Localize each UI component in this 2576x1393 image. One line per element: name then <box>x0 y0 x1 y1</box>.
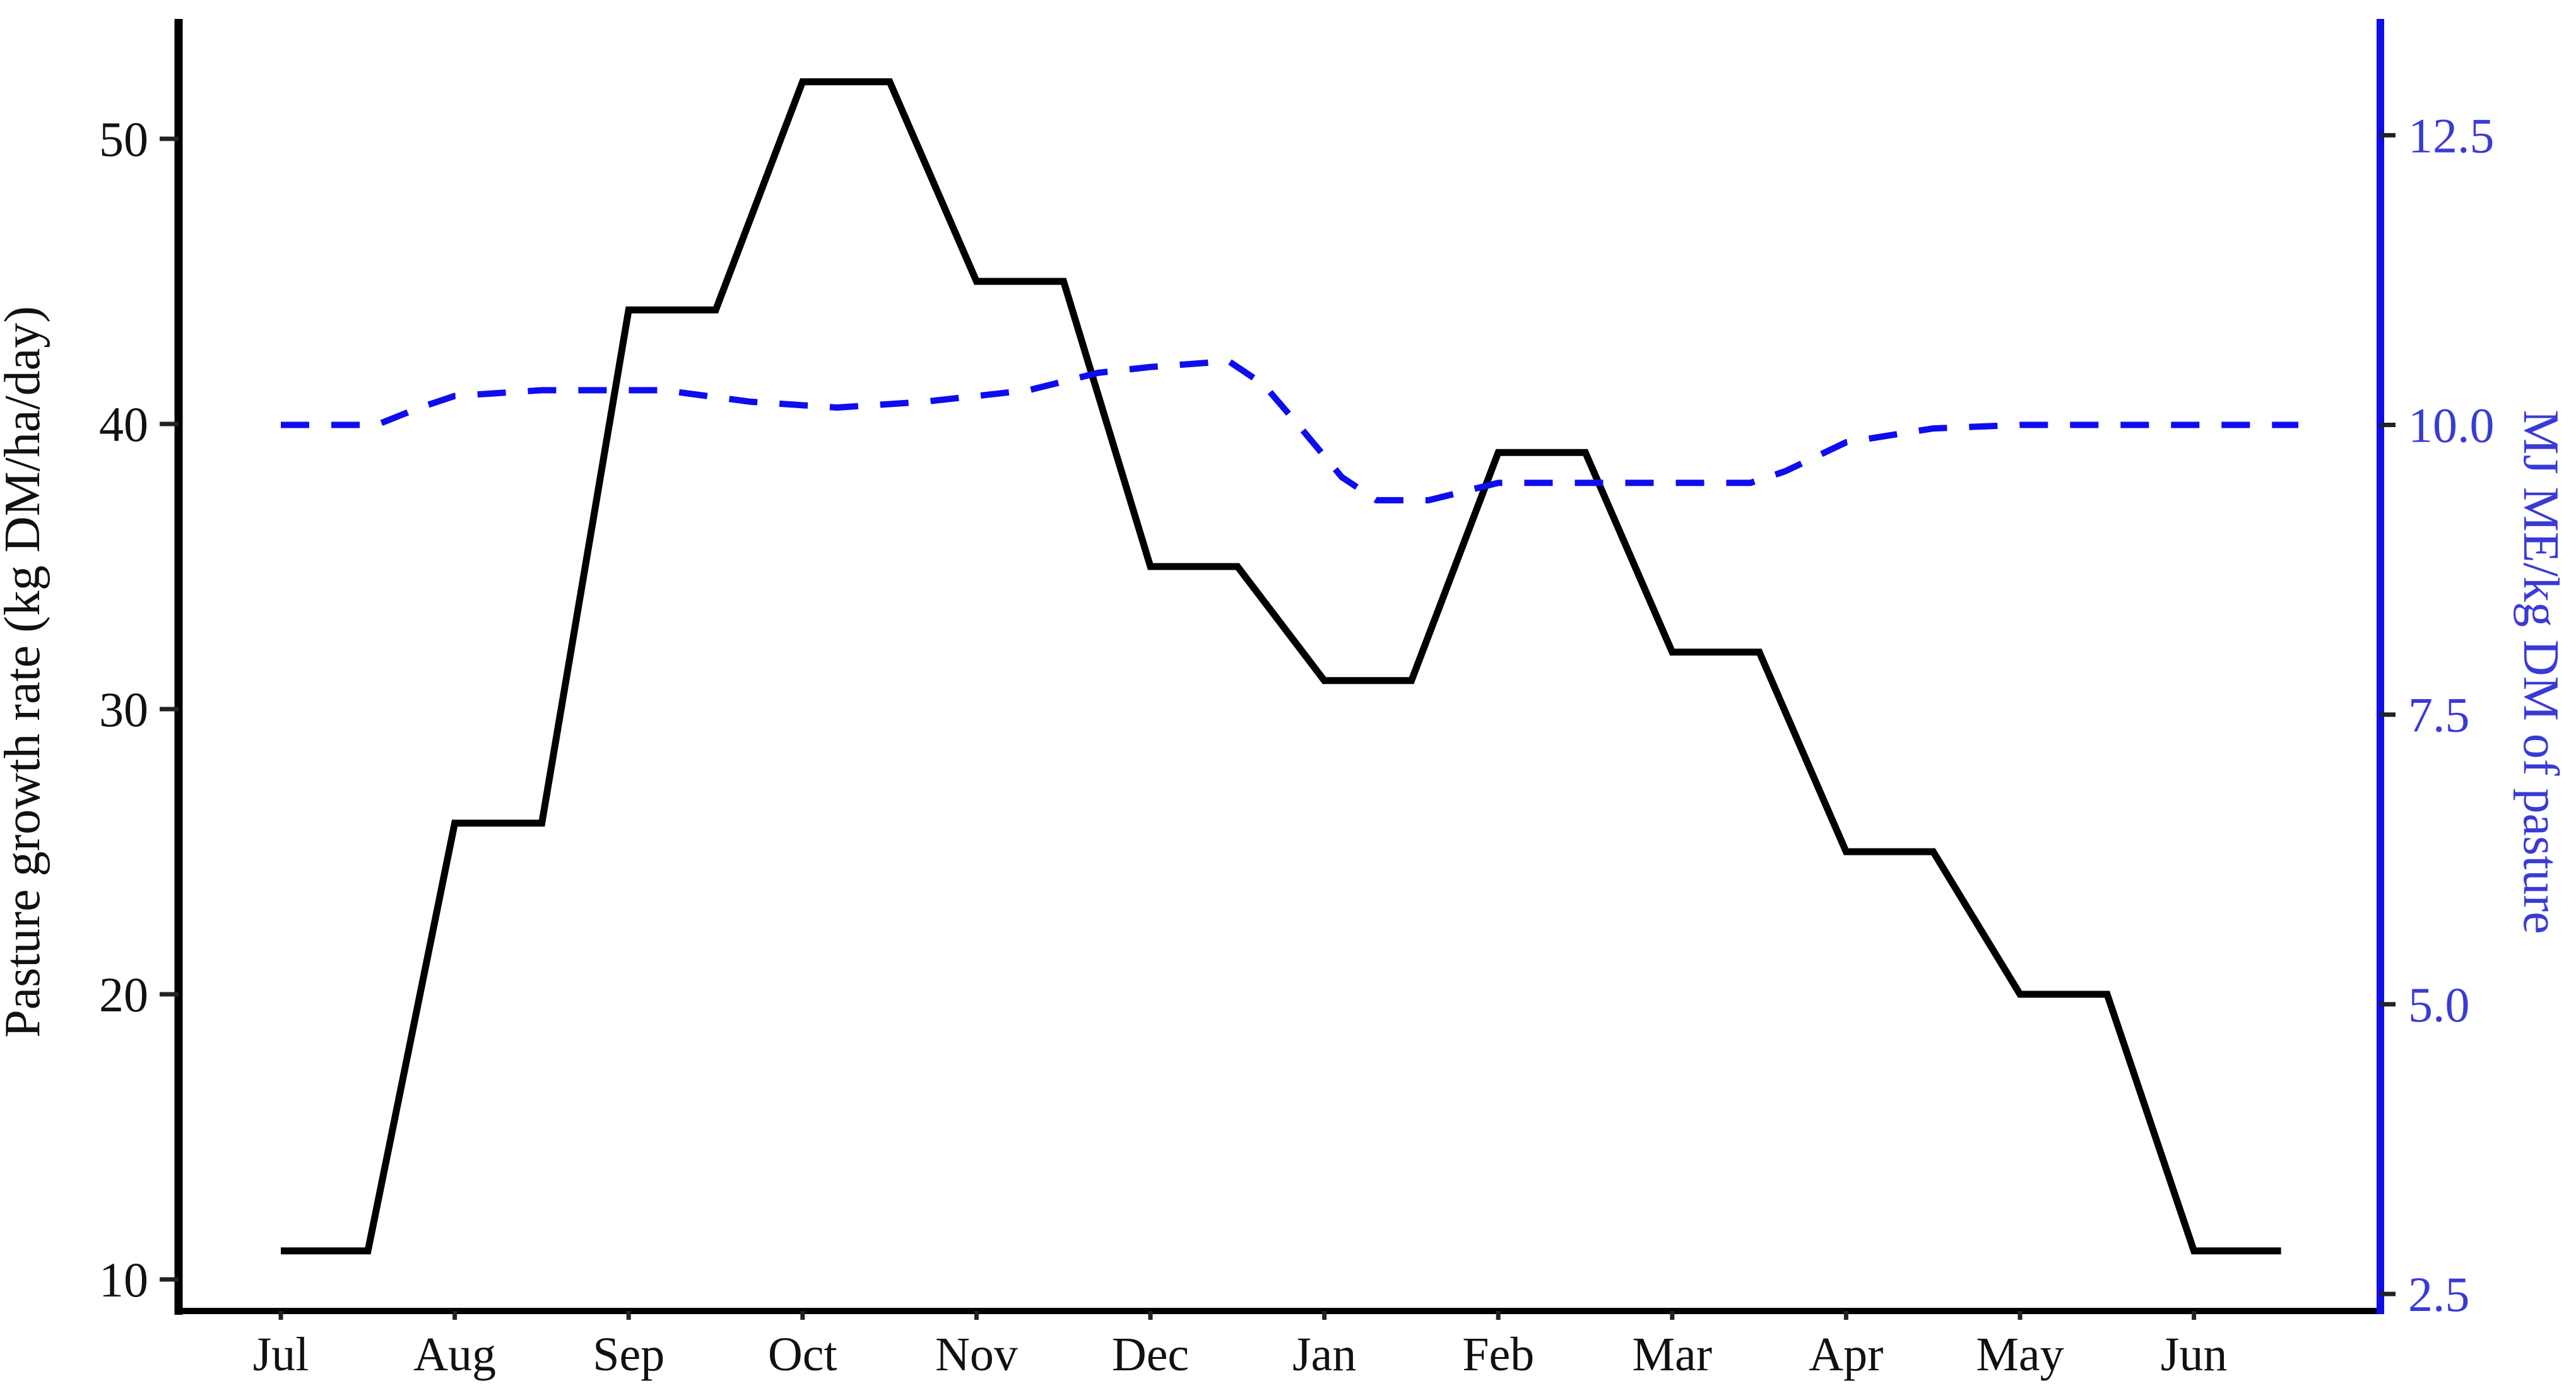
left-tick-label: 10 <box>99 1252 148 1307</box>
right-tick-label: 2.5 <box>2408 1267 2470 1322</box>
month-label: Jan <box>1292 1328 1356 1381</box>
left-tick-label: 20 <box>99 967 148 1022</box>
right-tick-label: 10.0 <box>2408 398 2495 453</box>
left-tick-label: 30 <box>99 682 148 737</box>
tick-labels-layer: 10 20 30 40 50 2.5 5.0 7.5 10.0 12.5 Jul Aug Sep Oct N… <box>99 108 2495 1381</box>
month-label: May <box>1976 1328 2064 1381</box>
month-label: Nov <box>935 1328 1018 1381</box>
right-tick-label: 5.0 <box>2408 977 2470 1032</box>
month-label: Mar <box>1632 1328 1712 1381</box>
axes-layer <box>174 19 2384 1315</box>
me-content-dashed-line <box>281 358 2298 503</box>
ticks-layer <box>160 132 2396 1320</box>
month-label: Jun <box>2161 1328 2228 1381</box>
month-label: Oct <box>768 1328 837 1381</box>
left-tick-label: 50 <box>99 112 148 167</box>
right-axis-title: MJ ME/kg DM of pasture <box>2513 409 2568 934</box>
month-label: Jul <box>253 1328 309 1381</box>
right-tick-label: 12.5 <box>2408 108 2495 163</box>
right-tick-label: 7.5 <box>2408 688 2470 743</box>
month-label: Sep <box>593 1328 665 1381</box>
pasture-growth-line <box>281 78 2281 1255</box>
month-label: Feb <box>1462 1328 1534 1381</box>
month-label: Aug <box>413 1328 496 1381</box>
left-axis-title: Pasture growth rate (kg DM/ha/day) <box>0 306 50 1038</box>
left-tick-label: 40 <box>99 397 148 452</box>
month-label: Dec <box>1112 1328 1189 1381</box>
series-layer <box>281 78 2298 1255</box>
month-label: Apr <box>1809 1328 1883 1381</box>
